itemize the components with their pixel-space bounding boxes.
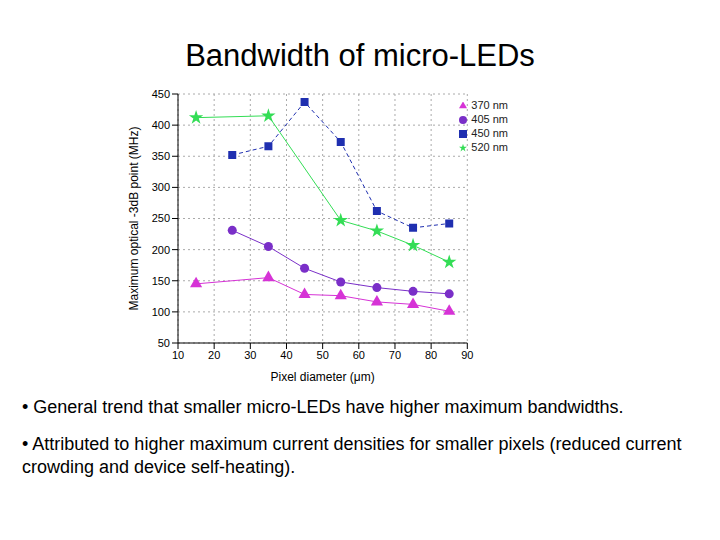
- svg-text:350: 350: [152, 150, 170, 162]
- html-text:405 nm: 405 nm: [471, 113, 508, 125]
- svg-text:Maximum optical -3dB point (MH: Maximum optical -3dB point (MHz): [127, 126, 141, 310]
- svg-text:Pixel diameter (μm): Pixel diameter (μm): [271, 370, 375, 384]
- svg-text:70: 70: [389, 349, 401, 361]
- svg-text:200: 200: [152, 244, 170, 256]
- svg-text:30: 30: [244, 349, 256, 361]
- html-text:370 nm: 370 nm: [471, 99, 508, 111]
- html-text:• General trend that smaller m: • General trend that smaller micro-LEDs …: [22, 397, 624, 417]
- svg-text:150: 150: [152, 275, 170, 287]
- svg-text:60: 60: [353, 349, 365, 361]
- svg-text:250: 250: [152, 212, 170, 224]
- html-text:Bandwidth of micro-LEDs: Bandwidth of micro-LEDs: [185, 38, 535, 73]
- svg-text:10: 10: [172, 349, 184, 361]
- html-text:520 nm: 520 nm: [471, 141, 508, 153]
- svg-text:40: 40: [280, 349, 292, 361]
- html-text:450 nm: 450 nm: [471, 127, 508, 139]
- svg-text:300: 300: [152, 181, 170, 193]
- svg-text:80: 80: [425, 349, 437, 361]
- svg-text:90: 90: [461, 349, 473, 361]
- svg-text:50: 50: [317, 349, 329, 361]
- svg-text:100: 100: [152, 306, 170, 318]
- svg-text:20: 20: [208, 349, 220, 361]
- svg-text:450: 450: [152, 88, 170, 100]
- svg-text:400: 400: [152, 119, 170, 131]
- html-text:• Attributed to higher maximum: • Attributed to higher maximum current d…: [22, 434, 682, 477]
- svg-text:50: 50: [158, 337, 170, 349]
